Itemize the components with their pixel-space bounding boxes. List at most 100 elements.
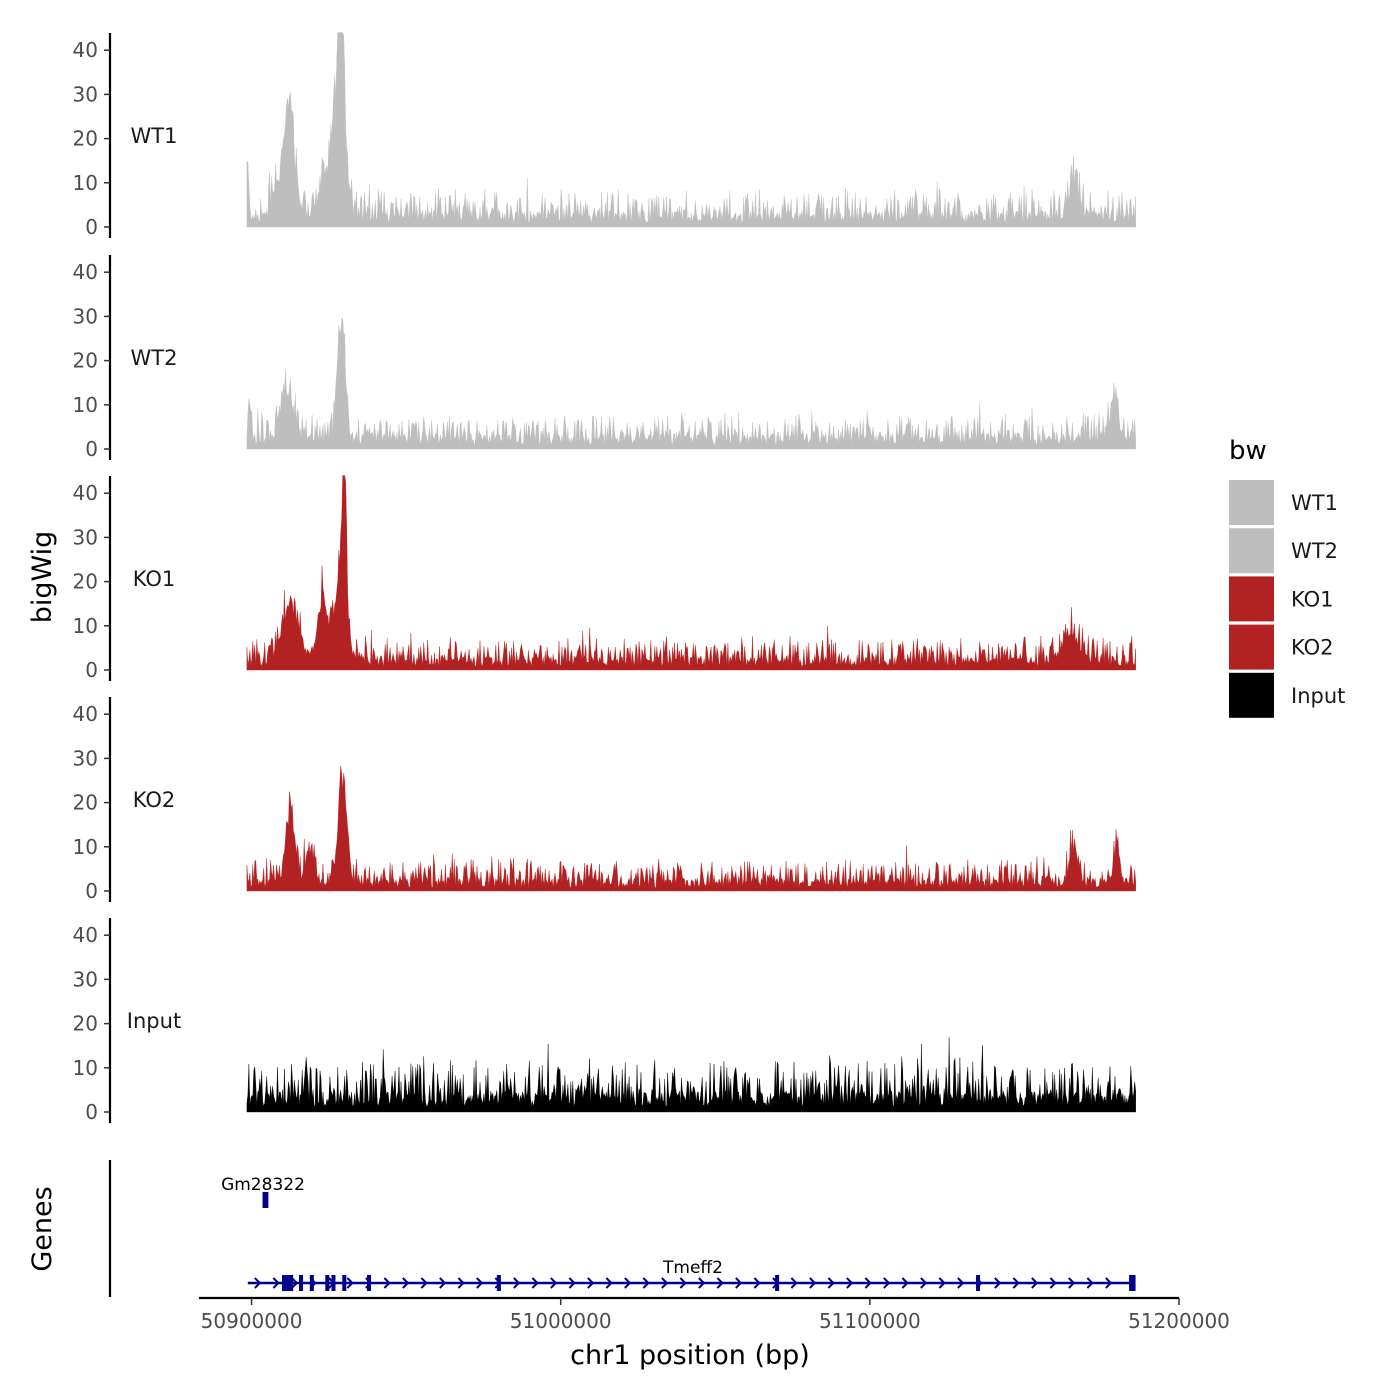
- gene-tmeff2: Tmeff2: [247, 1258, 1136, 1291]
- strand-arrow: [920, 1277, 928, 1289]
- signal-area-wt1: [246, 32, 1136, 228]
- exon: [775, 1275, 780, 1291]
- strand-arrow: [679, 1277, 687, 1289]
- signal-area-ko1: [246, 475, 1136, 671]
- strand-arrow: [1086, 1277, 1094, 1289]
- strand-arrow: [254, 1277, 262, 1289]
- x-tick-label: 50900000: [201, 1309, 303, 1333]
- track-label-wt2: WT2: [131, 346, 178, 370]
- strand-arrow: [531, 1277, 539, 1289]
- strand-arrow: [476, 1277, 484, 1289]
- strand-arrow: [735, 1277, 743, 1289]
- y-tick-label: 30: [73, 967, 98, 991]
- exon: [496, 1275, 501, 1291]
- legend-label: Input: [1291, 684, 1345, 708]
- y-tick-label: 20: [73, 791, 98, 815]
- y-tick-label: 30: [73, 304, 98, 328]
- signal-area-input: [246, 1037, 1136, 1113]
- y-tick-label: 20: [73, 1012, 98, 1036]
- strand-arrow: [550, 1277, 558, 1289]
- y-tick-label: 10: [73, 835, 98, 859]
- y-tick-label: 0: [85, 879, 98, 903]
- strand-arrow: [291, 1277, 299, 1289]
- exon: [299, 1275, 304, 1291]
- genes-axis-title: Genes: [27, 1186, 58, 1271]
- y-tick-label: 40: [73, 260, 98, 284]
- legend-swatch: [1229, 624, 1274, 670]
- strand-arrow: [698, 1277, 706, 1289]
- exon: [1129, 1275, 1134, 1291]
- y-tick-label: 0: [85, 1100, 98, 1124]
- strand-arrow: [272, 1277, 280, 1289]
- strand-arrow: [957, 1277, 965, 1289]
- legend-title: bw: [1229, 436, 1267, 466]
- y-tick-label: 10: [73, 171, 98, 195]
- y-tick-label: 40: [73, 481, 98, 505]
- y-tick-label: 0: [85, 215, 98, 239]
- strand-arrow: [383, 1277, 391, 1289]
- signal-area-wt2: [246, 317, 1136, 450]
- legend-label: KO2: [1291, 636, 1334, 660]
- strand-arrow: [864, 1277, 872, 1289]
- exon: [289, 1275, 294, 1291]
- exon: [325, 1275, 330, 1291]
- y-tick-label: 40: [73, 702, 98, 726]
- y-tick-label: 10: [73, 1056, 98, 1080]
- track-ko2: 0 10 20 30 40 KO2: [73, 697, 1136, 903]
- strand-arrow: [587, 1277, 595, 1289]
- gene-track: Gm28322 Tmeff2: [108, 1160, 1136, 1297]
- track-label-wt1: WT1: [131, 124, 178, 148]
- y-tick-label: 30: [73, 746, 98, 770]
- strand-arrow: [420, 1277, 428, 1289]
- legend-item-input: Input: [1229, 672, 1345, 718]
- strand-arrow: [846, 1277, 854, 1289]
- x-tick-label: 51200000: [1128, 1309, 1230, 1333]
- track-input: 0 10 20 30 40 Input: [73, 918, 1136, 1124]
- strand-arrow: [809, 1277, 817, 1289]
- signal-area-ko2: [246, 765, 1136, 892]
- x-tick-label: 51100000: [819, 1309, 921, 1333]
- strand-arrow: [402, 1277, 410, 1289]
- y-tick-label: 30: [73, 525, 98, 549]
- track-label-ko2: KO2: [133, 788, 176, 812]
- exon: [367, 1275, 372, 1291]
- x-axis: 50900000 51000000 51100000 51200000: [199, 1296, 1230, 1333]
- strand-arrow: [1068, 1277, 1076, 1289]
- legend-swatch: [1229, 672, 1274, 718]
- track-label-input: Input: [127, 1009, 181, 1033]
- strand-arrow: [605, 1277, 613, 1289]
- strand-arrow: [1031, 1277, 1039, 1289]
- legend-swatch: [1229, 576, 1274, 622]
- exon: [286, 1275, 291, 1291]
- x-tick-label: 51000000: [510, 1309, 612, 1333]
- strand-arrow: [513, 1277, 521, 1289]
- track-ko1: 0 10 20 30 40 KO1: [73, 475, 1136, 682]
- legend-item-ko2: KO2: [1229, 624, 1334, 670]
- y-tick-label: 20: [73, 570, 98, 594]
- track-panels: 0 10 20 30 40 WT1 0 10 20 30 40 WT2 0 10 20 30 40 KO1 0 10 2…: [73, 32, 1136, 1124]
- exon: [309, 1275, 314, 1291]
- y-axis-title: bigWig: [27, 531, 58, 624]
- strand-arrow: [568, 1277, 576, 1289]
- exon: [282, 1275, 287, 1291]
- strand-arrow: [994, 1277, 1002, 1289]
- track-wt2: 0 10 20 30 40 WT2: [73, 255, 1136, 461]
- y-tick-label: 30: [73, 82, 98, 106]
- strand-arrow: [716, 1277, 724, 1289]
- gene-gm28322: Gm28322: [221, 1175, 305, 1208]
- track-label-ko1: KO1: [133, 567, 176, 591]
- x-axis-title: chr1 position (bp): [570, 1340, 810, 1371]
- strand-arrow: [661, 1277, 669, 1289]
- legend-swatch: [1229, 480, 1274, 525]
- legend-label: KO1: [1291, 587, 1334, 611]
- y-tick-label: 20: [73, 127, 98, 151]
- y-tick-label: 0: [85, 437, 98, 461]
- legend-item-ko1: KO1: [1229, 576, 1334, 622]
- exon: [331, 1275, 336, 1291]
- strand-arrow: [457, 1277, 465, 1289]
- strand-arrow: [827, 1277, 835, 1289]
- gene-label: Gm28322: [221, 1175, 305, 1195]
- strand-arrow: [938, 1277, 946, 1289]
- exon: [342, 1275, 347, 1291]
- legend: bw WT1 WT2 KO1 KO2 Input: [1229, 436, 1345, 718]
